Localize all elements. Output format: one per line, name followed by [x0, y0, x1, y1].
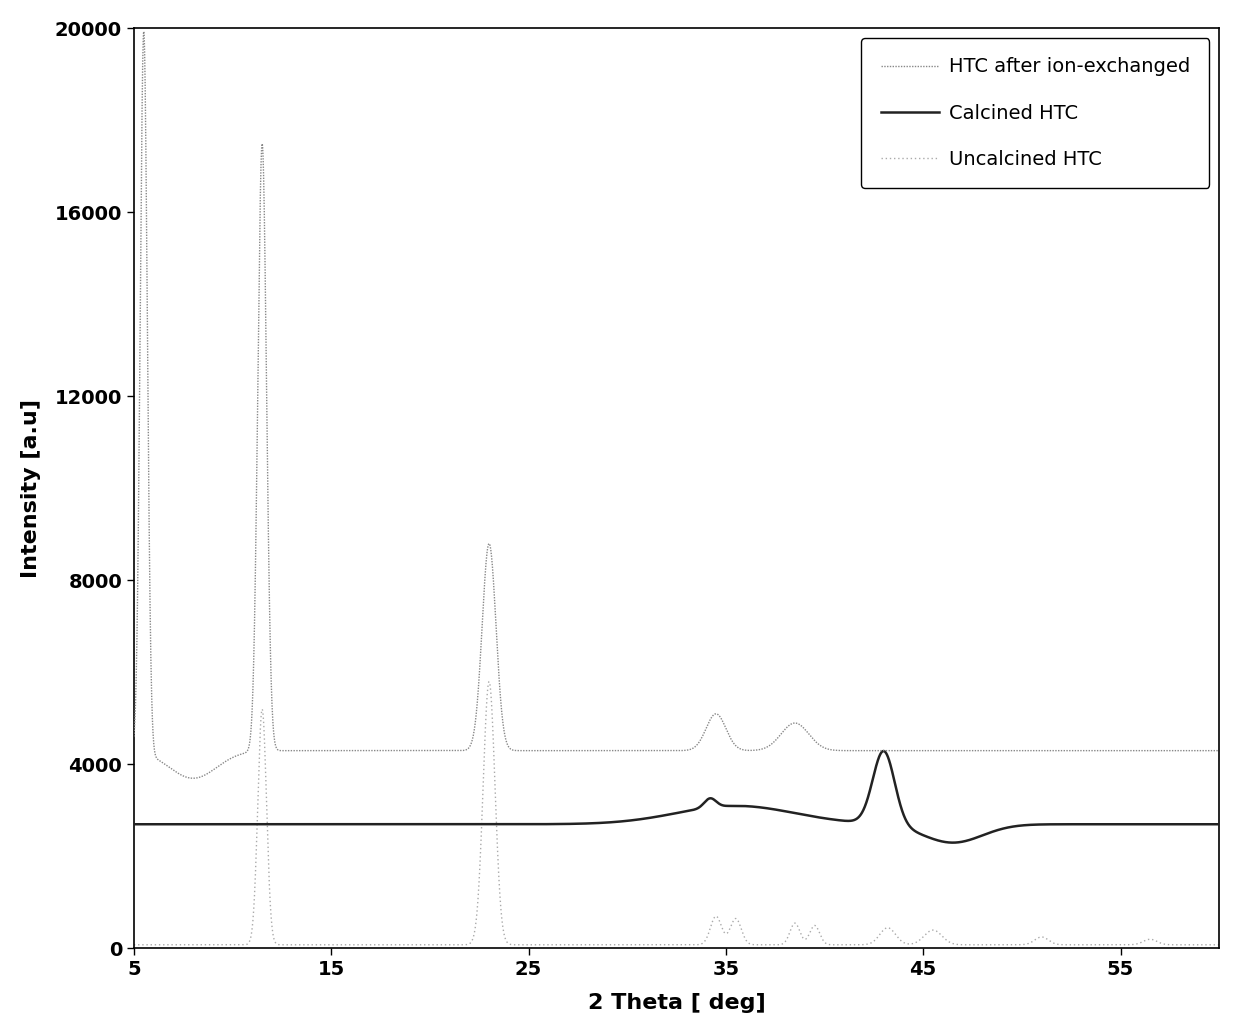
HTC after ion-exchanged	[481, 675, 496, 688]
HTC after ion-exchanged	[769, 939, 784, 951]
Calcined HTC	[816, 812, 831, 824]
HTC after ion-exchanged	[816, 935, 831, 947]
HTC after ion-exchanged	[520, 939, 534, 951]
Line: Uncalcined HTC: Uncalcined HTC	[134, 32, 1219, 779]
Legend: HTC after ion-exchanged, Calcined HTC, Uncalcined HTC: HTC after ion-exchanged, Calcined HTC, U…	[862, 38, 1209, 188]
Calcined HTC	[520, 818, 534, 830]
Calcined HTC	[181, 818, 196, 830]
HTC after ion-exchanged	[126, 939, 141, 951]
Uncalcined HTC	[186, 772, 201, 785]
HTC after ion-exchanged	[1211, 939, 1226, 951]
HTC after ion-exchanged	[990, 939, 1004, 951]
Uncalcined HTC	[1211, 744, 1226, 757]
X-axis label: 2 Theta [ deg]: 2 Theta [ deg]	[588, 994, 765, 1013]
Calcined HTC	[990, 824, 1004, 837]
Y-axis label: Intensity [a.u]: Intensity [a.u]	[21, 399, 41, 578]
Uncalcined HTC	[126, 730, 141, 742]
Calcined HTC	[1211, 818, 1226, 830]
Calcined HTC	[769, 803, 784, 816]
Uncalcined HTC	[181, 771, 196, 784]
Uncalcined HTC	[769, 733, 784, 746]
Uncalcined HTC	[990, 744, 1004, 757]
Calcined HTC	[931, 834, 946, 847]
Calcined HTC	[945, 837, 960, 849]
Calcined HTC	[126, 818, 141, 830]
HTC after ion-exchanged	[931, 926, 946, 939]
Uncalcined HTC	[816, 741, 831, 754]
Line: HTC after ion-exchanged: HTC after ion-exchanged	[134, 681, 1219, 945]
Uncalcined HTC	[136, 26, 151, 38]
Line: Calcined HTC: Calcined HTC	[134, 751, 1219, 843]
Uncalcined HTC	[520, 744, 534, 757]
Calcined HTC	[877, 744, 892, 757]
Uncalcined HTC	[931, 744, 946, 757]
HTC after ion-exchanged	[181, 939, 196, 951]
